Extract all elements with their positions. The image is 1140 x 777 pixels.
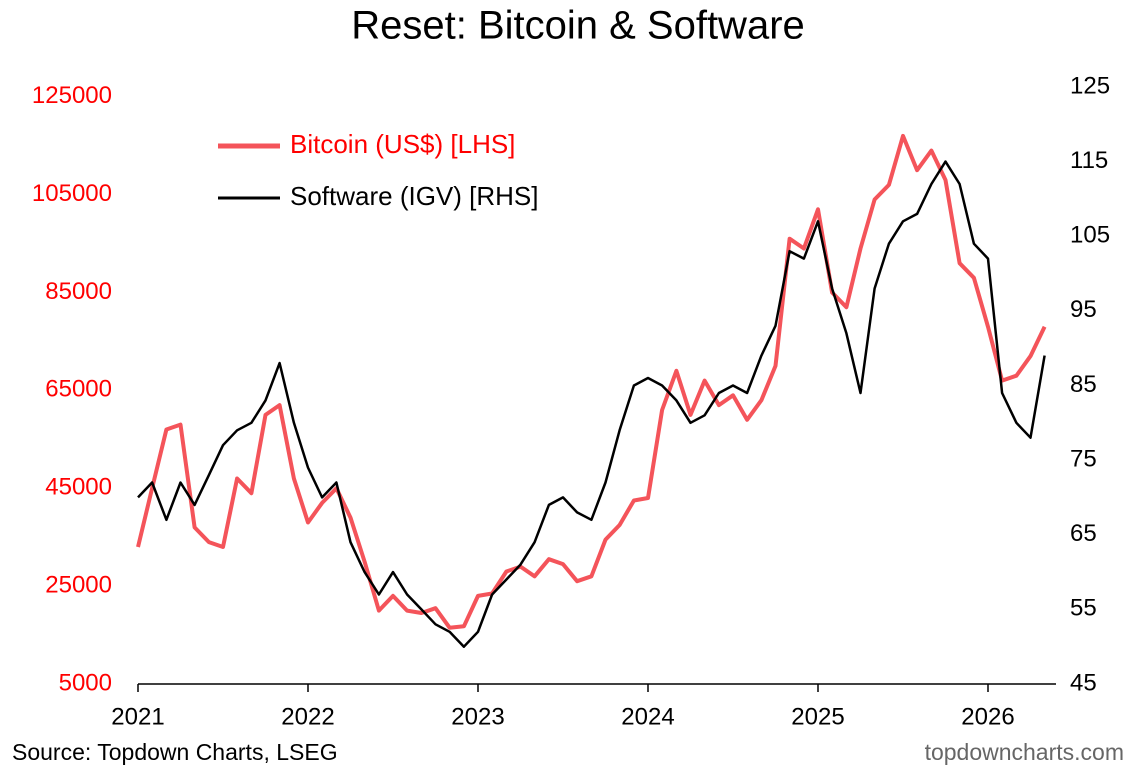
x-tick-label: 2026 (961, 703, 1014, 730)
y-tick-label: 65000 (45, 376, 112, 403)
legend-label: Bitcoin (US$) [LHS] (290, 129, 515, 159)
y2-tick-label: 75 (1070, 445, 1097, 472)
y2-tick-label: 105 (1070, 222, 1110, 249)
x-tick-label: 2025 (791, 703, 844, 730)
y2-tick-label: 125 (1070, 72, 1110, 99)
source: Source: Topdown Charts, LSEG (12, 739, 338, 765)
series-line (137, 160, 1046, 648)
y-tick-label: 45000 (45, 474, 112, 501)
x-tick-label: 2023 (451, 703, 504, 730)
y2-tick-label: 65 (1070, 520, 1097, 547)
watermark: topdowncharts.com (925, 739, 1124, 765)
y2-tick-label: 55 (1070, 595, 1097, 622)
x-tick-label: 2024 (621, 703, 674, 730)
y-tick-label: 25000 (45, 571, 112, 598)
x-tick-label: 2021 (111, 703, 164, 730)
y-tick-label: 85000 (45, 278, 112, 305)
y-tick-label: 5000 (59, 669, 112, 696)
y2-tick-label: 85 (1070, 371, 1097, 398)
y-tick-label: 125000 (32, 82, 112, 109)
y-tick-label: 105000 (32, 180, 112, 207)
series-line (136, 133, 1047, 630)
x-tick-label: 2022 (281, 703, 334, 730)
chart-title: Reset: Bitcoin & Software (351, 4, 805, 48)
y2-tick-label: 95 (1070, 296, 1097, 323)
legend-label: Software (IGV) [RHS] (290, 181, 539, 211)
y2-tick-label: 45 (1070, 669, 1097, 696)
y2-tick-label: 115 (1070, 147, 1108, 174)
